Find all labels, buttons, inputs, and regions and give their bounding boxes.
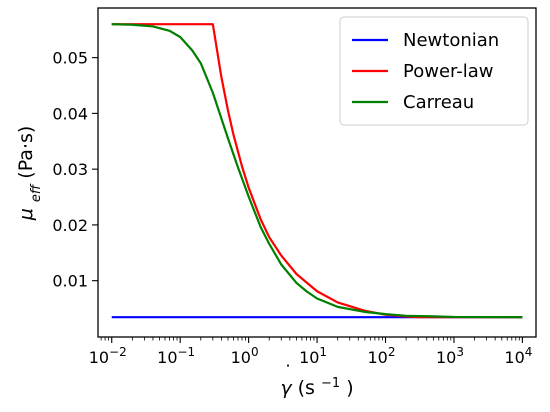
- y-tick-label: 0.04: [52, 104, 88, 123]
- legend-label-newtonian: Newtonian: [403, 30, 499, 51]
- x-axis-label-unit-close: ): [346, 377, 353, 399]
- x-tick-label: 100: [231, 345, 259, 367]
- x-tick-label: 103: [436, 345, 464, 367]
- x-axis-label-exponent: −1: [321, 376, 340, 391]
- x-axis-label: γ (s −1 ): [280, 376, 353, 400]
- x-tick-label: 104: [504, 345, 532, 367]
- legend-box: [339, 16, 529, 126]
- ticks-layer: 10−2 10−1 100 101 102 103 104 0.01 0.02 0.03 0.04 0…: [52, 49, 532, 367]
- y-axis-label-mu: μ: [15, 208, 37, 221]
- legend: Newtonian Power-law Carreau: [339, 16, 529, 126]
- y-axis-label-unit: (Pa·s): [15, 126, 37, 179]
- x-tick-label: 101: [299, 345, 327, 367]
- legend-label-carreau: Carreau: [403, 92, 474, 113]
- x-tick-label: 10−1: [157, 345, 195, 367]
- y-tick-label: 0.05: [52, 49, 88, 68]
- y-tick-label: 0.01: [52, 272, 88, 291]
- series-line-carreau: [111, 23, 523, 319]
- x-axis-label-dot: ˙: [283, 362, 293, 384]
- series-layer: [111, 23, 523, 319]
- legend-label-power-law: Power-law: [403, 61, 494, 82]
- y-tick-label: 0.03: [52, 160, 88, 179]
- y-axis-label: μ eff (Pa·s): [15, 126, 44, 222]
- x-axis-label-gamma: γ: [280, 377, 293, 399]
- x-tick-label: 102: [368, 345, 396, 367]
- y-axis-label-subscript: eff: [29, 183, 44, 202]
- x-tick-label: 10−2: [89, 345, 127, 367]
- y-tick-label: 0.02: [52, 216, 88, 235]
- x-axis-label-unit-open: (s: [298, 377, 315, 399]
